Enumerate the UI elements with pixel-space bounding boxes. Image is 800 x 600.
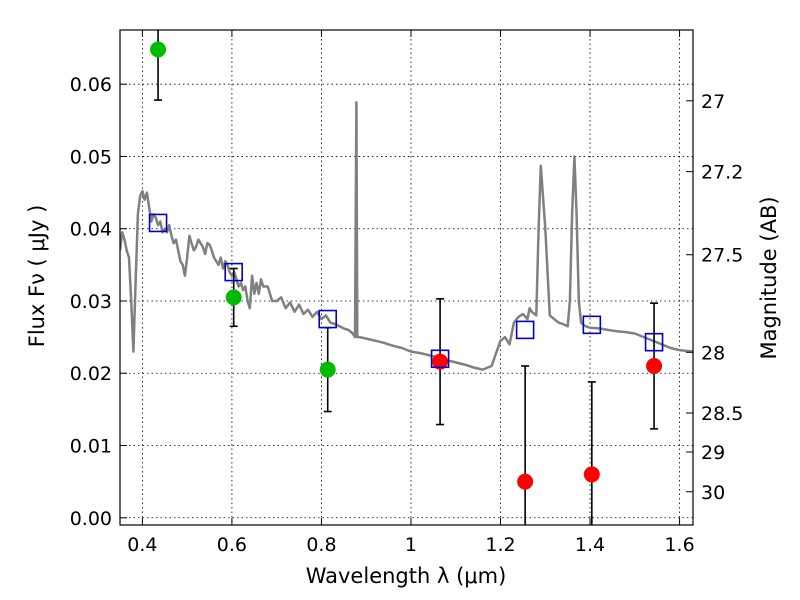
y2-tick-label: 29 <box>701 442 725 464</box>
y-tick-label: 0.00 <box>70 508 112 530</box>
model-photometry-marker <box>644 332 664 352</box>
x-tick-label: 1.4 <box>575 534 605 556</box>
y-tick-label: 0.01 <box>70 436 112 458</box>
x-tick-label: 0.6 <box>217 534 247 556</box>
y2-tick-label: 28 <box>701 342 725 364</box>
y2-tick-label: 27.5 <box>701 245 743 267</box>
model-photometry-marker <box>430 349 450 369</box>
data-point <box>432 353 449 370</box>
y-tick-label: 0.05 <box>70 146 112 168</box>
y-axis-left: 0.00 0.01 0.02 0.03 0.04 0.05 0.06 <box>70 74 127 530</box>
x-tick-label: 0.8 <box>306 534 336 556</box>
data-point <box>150 41 167 58</box>
model-photometry-marker <box>148 213 168 233</box>
y-axis-right: 27 27.2 27.5 28 28.5 29 30 <box>686 91 743 504</box>
plot-frame <box>119 29 694 526</box>
data-point <box>646 358 663 375</box>
data-point <box>225 289 242 306</box>
y2-tick-label: 27 <box>701 91 725 113</box>
y-tick-label: 0.02 <box>70 363 112 385</box>
data-point <box>517 473 534 490</box>
y-tick-label: 0.06 <box>70 74 112 96</box>
y2-tick-label: 27.2 <box>701 162 743 184</box>
y-axis-label: Flux Fν ( μJy ) <box>25 205 49 348</box>
model-photometry-marker <box>582 315 602 335</box>
x-tick-label: 1 <box>405 534 417 556</box>
y2-axis-label: Magnitude (AB) <box>757 196 781 359</box>
x-axis-label: Wavelength λ (μm) <box>306 564 507 588</box>
data-point <box>583 466 600 483</box>
model-spectrum-line <box>120 101 693 371</box>
y2-tick-label: 28.5 <box>701 403 743 425</box>
model-photometry-marker <box>318 309 338 329</box>
plot-area <box>120 30 693 525</box>
y-tick-label: 0.04 <box>70 219 112 241</box>
model-photometry-marker <box>515 320 535 340</box>
y2-tick-label: 30 <box>701 482 725 504</box>
model-photometry-marker <box>224 262 244 282</box>
x-axis: 0.4 0.6 0.8 1 1.2 1.4 1.6 <box>127 30 695 556</box>
data-point <box>319 361 336 378</box>
grid-lines <box>120 30 693 525</box>
x-tick-label: 1.6 <box>664 534 694 556</box>
x-tick-label: 0.4 <box>127 534 157 556</box>
x-tick-label: 1.2 <box>485 534 515 556</box>
y-tick-label: 0.03 <box>70 291 112 313</box>
